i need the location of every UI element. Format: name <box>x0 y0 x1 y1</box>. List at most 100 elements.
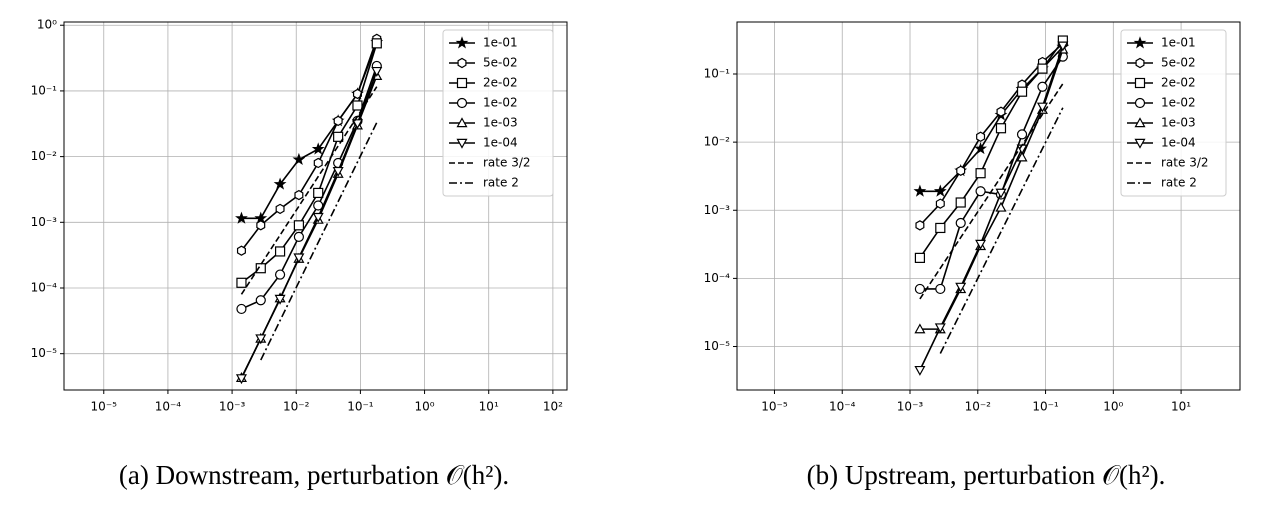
data-point <box>235 374 247 385</box>
legend-label: rate 3/2 <box>1161 156 1209 170</box>
legend-label: 1e-02 <box>1161 96 1196 110</box>
y-tick-label: 10⁻⁴ <box>31 280 58 294</box>
y-tick-label: 10⁻² <box>31 149 58 163</box>
data-point <box>995 123 1007 134</box>
data-point <box>955 217 966 229</box>
x-tick-label: 10⁻⁴ <box>155 400 182 414</box>
data-point <box>313 157 323 169</box>
data-point <box>955 282 967 293</box>
y-tick-label: 10⁻¹ <box>31 83 58 97</box>
plot-frame <box>63 21 568 391</box>
data-point <box>974 142 987 155</box>
data-point <box>311 142 325 155</box>
y-tick-label: 10⁻⁵ <box>31 346 58 360</box>
legend-marker <box>456 77 468 89</box>
data-point <box>914 283 926 295</box>
legend-marker <box>456 97 468 109</box>
y-tick-label: 10⁻¹ <box>704 67 731 81</box>
legend-marker <box>456 138 468 149</box>
data-point <box>934 323 946 334</box>
y-tick-label: 10⁻³ <box>31 215 58 229</box>
legend-label: 1e-01 <box>483 36 518 50</box>
x-tick-label: 10⁻³ <box>219 400 246 414</box>
data-point <box>293 231 304 242</box>
x-tick-label: 10⁻³ <box>897 400 924 414</box>
data-point <box>935 198 945 209</box>
data-point <box>274 294 286 305</box>
data-point <box>914 323 926 334</box>
data-point <box>914 365 926 376</box>
data-point <box>332 166 344 177</box>
x-tick-label: 10² <box>543 400 563 414</box>
x-tick-label: 10¹ <box>479 400 499 414</box>
data-point <box>975 239 987 250</box>
legend-marker <box>457 57 467 69</box>
data-point <box>975 168 986 179</box>
data-point <box>1036 102 1048 113</box>
data-point <box>1016 129 1028 140</box>
data-point <box>995 201 1007 212</box>
data-point <box>976 131 986 142</box>
series-line <box>919 83 1064 300</box>
legend-label: 1e-03 <box>483 116 518 130</box>
data-point <box>255 334 267 345</box>
data-point <box>274 246 286 257</box>
y-tick-label: 10⁻⁴ <box>704 271 731 285</box>
legend-marker <box>1133 36 1147 49</box>
legend-marker <box>1134 97 1146 109</box>
data-point <box>236 277 247 288</box>
series-line <box>240 86 378 295</box>
data-point <box>333 115 343 127</box>
legend-label: 1e-02 <box>483 96 518 110</box>
legend-marker <box>1135 57 1145 69</box>
data-point <box>1037 63 1048 74</box>
legend-label: 2e-02 <box>1161 76 1196 90</box>
legend-box <box>442 29 554 197</box>
legend-marker <box>1134 117 1146 128</box>
plot-frame <box>736 21 1241 391</box>
x-tick-label: 10⁰ <box>415 400 435 414</box>
data-point <box>975 186 986 197</box>
x-tick-label: 10¹ <box>1171 400 1191 414</box>
data-point <box>313 187 324 199</box>
caption: (a) Downstream, perturbation 𝒪(h²). <box>119 460 509 490</box>
data-point <box>293 220 304 231</box>
legend-marker <box>1134 77 1146 89</box>
data-point <box>236 245 246 256</box>
data-point <box>351 119 363 130</box>
legend-label: 1e-01 <box>1161 36 1196 50</box>
legend-label: rate 2 <box>1161 176 1197 190</box>
y-tick-label: 10⁰ <box>37 18 57 32</box>
data-point <box>1016 86 1028 97</box>
data-point <box>293 253 305 264</box>
legend-label: 5e-02 <box>1161 56 1196 70</box>
data-point <box>352 100 363 111</box>
data-point <box>333 131 344 142</box>
legend-label: 1e-03 <box>1161 116 1196 130</box>
data-point <box>1016 151 1028 162</box>
data-point <box>371 38 382 49</box>
data-point <box>996 106 1006 117</box>
data-point <box>275 203 285 215</box>
data-point <box>371 66 383 77</box>
x-tick-label: 10⁻⁴ <box>829 400 856 414</box>
data-point <box>274 269 286 280</box>
data-point <box>256 220 266 231</box>
legend-marker <box>455 36 469 49</box>
data-point <box>1037 81 1048 92</box>
legend-label: 2e-02 <box>483 76 518 90</box>
data-point <box>292 152 306 166</box>
legend-label: 1e-04 <box>1161 136 1196 150</box>
data-point <box>235 211 248 224</box>
caption: (b) Upstream, perturbation 𝒪(h²). <box>807 460 1166 490</box>
data-point <box>914 252 926 263</box>
data-point <box>1057 41 1069 52</box>
legend-label: rate 3/2 <box>483 156 531 170</box>
x-tick-label: 10⁰ <box>1103 400 1123 414</box>
legend-marker <box>1134 138 1146 149</box>
x-tick-label: 10⁻⁵ <box>761 400 788 414</box>
x-tick-label: 10⁻¹ <box>1032 400 1059 414</box>
data-point <box>956 165 966 176</box>
data-point <box>255 295 266 306</box>
series-line <box>240 70 378 379</box>
